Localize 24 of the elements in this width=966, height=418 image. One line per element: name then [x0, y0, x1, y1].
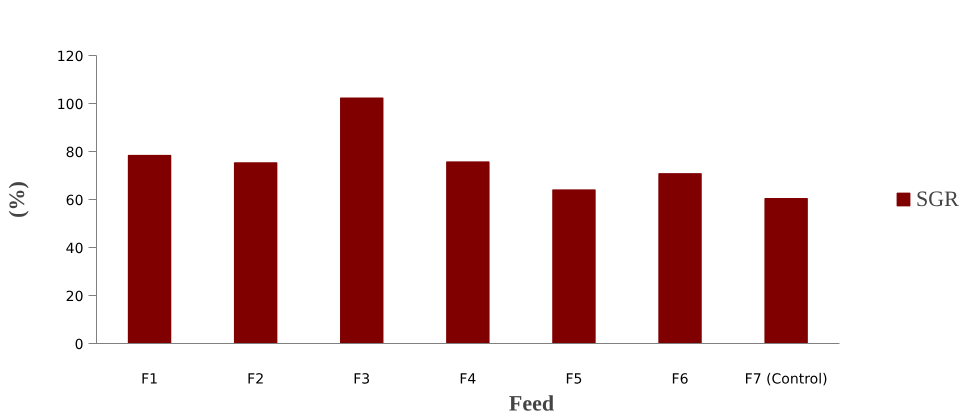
y-tick-label: 100 [56, 97, 84, 113]
bar [128, 154, 172, 344]
bar [446, 161, 490, 344]
bar [340, 97, 384, 344]
x-tick-label: F7 (Control) [744, 372, 828, 388]
x-tick-label: F3 [353, 372, 370, 388]
bar [658, 173, 702, 344]
x-tick-label: F6 [672, 372, 689, 388]
y-tick-label: 0 [74, 337, 84, 353]
bar [552, 189, 596, 344]
x-tick-label: F2 [247, 372, 264, 388]
y-tick-label: 20 [66, 289, 84, 305]
x-axis-title: Feed [508, 390, 554, 416]
y-tick-label: 40 [66, 241, 84, 257]
x-tick-label: F5 [565, 372, 582, 388]
legend-label: SGR [916, 186, 960, 212]
x-tick-label: F1 [141, 372, 158, 388]
y-tick-label: 120 [56, 49, 84, 65]
y-tick-label: 60 [66, 193, 84, 209]
bar [764, 198, 808, 344]
x-tick-label: F4 [459, 372, 476, 388]
bar [234, 162, 278, 344]
y-tick-label: 80 [66, 145, 84, 161]
y-axis-title: (%) [4, 181, 29, 218]
